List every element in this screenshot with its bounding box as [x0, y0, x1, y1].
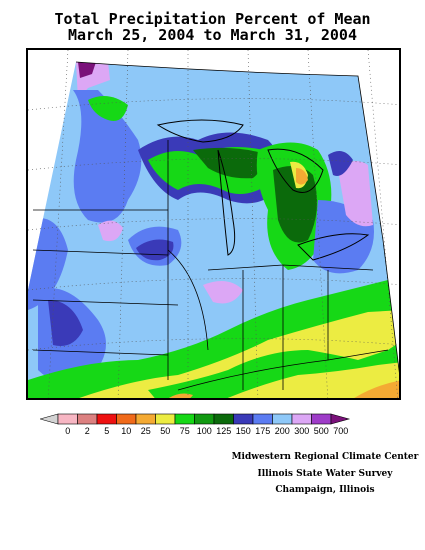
legend-swatch: [194, 413, 215, 425]
region-500: [98, 220, 123, 242]
legend-swatch: [57, 413, 78, 425]
legend-label: 25: [140, 426, 151, 436]
region-50: [218, 362, 399, 398]
precipitation-field: [28, 62, 399, 398]
precipitation-map: [26, 48, 401, 400]
region-700: [78, 62, 96, 78]
legend-swatch: [252, 413, 273, 425]
legend-label: 125: [216, 426, 232, 436]
legend-swatch: [155, 413, 176, 425]
legend-swatch: [272, 413, 293, 425]
legend-label: 10: [121, 426, 132, 436]
legend-label: 50: [160, 426, 171, 436]
legend-label: 0: [65, 426, 71, 436]
legend-swatch: [96, 413, 117, 425]
legend-label: 75: [179, 426, 190, 436]
legend-label: 200: [274, 426, 290, 436]
credit-line1: Midwestern Regional Climate Center: [231, 452, 419, 462]
legend-label: 500: [313, 426, 329, 436]
legend-swatch: [135, 413, 156, 425]
great-lakes: [156, 119, 370, 261]
region-25: [296, 168, 308, 185]
legend-swatch: [291, 413, 312, 425]
legend-swatch: [116, 413, 137, 425]
legend-arrow-high: [330, 413, 351, 425]
region-200: [73, 90, 142, 223]
legend-label: 100: [196, 426, 212, 436]
legend-arrow-low: [40, 413, 59, 425]
domain-edge: [75, 61, 399, 373]
region-500: [203, 281, 243, 304]
legend-label: 2: [84, 426, 90, 436]
legend-swatch: [174, 413, 195, 425]
region-175: [328, 151, 353, 176]
legend-swatch: [77, 413, 98, 425]
map-title-line2: March 25, 2004 to March 31, 2004: [68, 26, 357, 44]
color-legend: [40, 413, 351, 425]
legend-swatch: [233, 413, 254, 425]
region-150: [273, 166, 317, 243]
region-25: [163, 393, 193, 398]
graticule: [28, 50, 399, 398]
region-100: [88, 96, 128, 121]
legend-label: 700: [333, 426, 349, 436]
legend-label: 5: [104, 426, 110, 436]
credit-line3: Champaign, Illinois: [275, 485, 375, 495]
region-150: [193, 147, 262, 179]
legend-label: 150: [235, 426, 251, 436]
legend-label: 175: [255, 426, 271, 436]
legend-label: 300: [294, 426, 310, 436]
map-canvas: [28, 50, 399, 398]
map-title-line1: Total Precipitation Percent of Mean: [54, 10, 371, 28]
region-500: [338, 161, 373, 227]
region-175: [48, 300, 83, 346]
region-25: [348, 380, 399, 398]
legend-swatch: [311, 413, 332, 425]
legend-swatch: [213, 413, 234, 425]
credit-line2: Illinois State Water Survey: [257, 469, 393, 479]
